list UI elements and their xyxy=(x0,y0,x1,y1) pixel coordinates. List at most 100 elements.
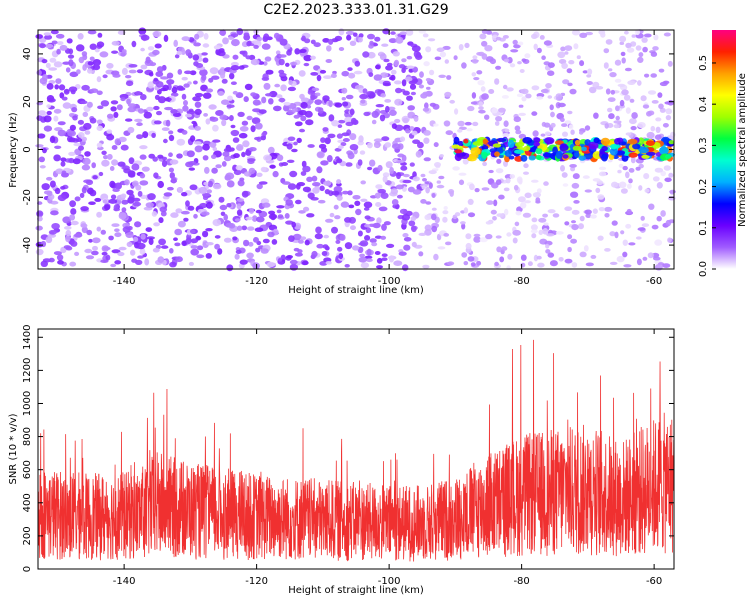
spectrogram-blob xyxy=(457,128,463,133)
spectrogram-blob xyxy=(99,51,109,58)
spectrogram-blob xyxy=(461,223,466,230)
spectrogram-blob xyxy=(442,45,451,50)
spectrogram-blob xyxy=(55,78,62,84)
spectrogram-blob xyxy=(625,223,632,229)
spectrogram-blob xyxy=(92,245,98,251)
spectrogram-blob xyxy=(528,155,536,161)
spectrogram-blob xyxy=(194,108,202,115)
spectrogram-blob xyxy=(585,213,592,218)
spectrogram-blob xyxy=(194,145,203,153)
spectrogram-blob xyxy=(358,256,367,263)
spectrogram-blob xyxy=(114,232,122,238)
spectrogram-blob xyxy=(413,50,420,58)
spectrogram-blob xyxy=(301,35,306,42)
y-tick-label: 1200 xyxy=(22,358,33,383)
spectrogram-blob xyxy=(202,192,211,197)
spectrogram-blob xyxy=(136,242,146,250)
spectrogram-blob xyxy=(571,220,576,224)
spectrogram-blob xyxy=(217,248,223,255)
spectrogram-blob xyxy=(443,206,448,210)
spectrogram-blob xyxy=(88,201,96,205)
spectrogram-blob xyxy=(161,245,169,249)
spectrogram-blob xyxy=(417,141,424,149)
spectrogram-blob xyxy=(97,32,103,38)
spectrogram-blob xyxy=(481,187,490,191)
spectrogram-blob xyxy=(443,233,450,237)
spectrogram-blob xyxy=(331,226,338,234)
spectrogram-blob xyxy=(662,123,669,128)
spectrogram-blob xyxy=(189,184,198,191)
spectrogram-blob xyxy=(291,221,297,228)
spectrogram-blob xyxy=(283,101,291,106)
spectrogram-blob xyxy=(664,177,672,183)
spectrogram-blob xyxy=(207,180,213,188)
spectrogram-blob xyxy=(301,260,309,266)
spectrogram-blob xyxy=(314,99,323,105)
spectrogram-blob xyxy=(111,50,119,54)
snr-frame xyxy=(37,328,675,570)
spectrogram-blob xyxy=(139,145,148,150)
spectrogram-blob xyxy=(545,243,550,249)
spectrogram-blob xyxy=(506,232,512,237)
spectrogram-blob xyxy=(42,148,47,154)
spectrogram-blob xyxy=(194,92,204,98)
spectrogram-blob xyxy=(498,107,506,113)
spectrogram-blob xyxy=(320,160,329,166)
spectrogram-blob xyxy=(60,186,66,190)
spectrogram-blob xyxy=(253,44,259,49)
snr-y-label: SNR (10 * v/v) xyxy=(8,413,19,484)
spectrogram-blob xyxy=(481,93,489,100)
spectrogram-blob xyxy=(288,235,295,243)
spectrogram-blob xyxy=(81,84,90,91)
y-tick-label: 400 xyxy=(22,493,33,512)
spectrogram-blob xyxy=(36,70,42,76)
spectrogram-blob xyxy=(342,190,349,195)
spectrogram-blob xyxy=(579,60,585,67)
spectrogram-blob xyxy=(604,123,609,129)
spectrogram-blob xyxy=(570,191,579,198)
spectrogram-blob xyxy=(605,88,611,95)
spectrogram-blob xyxy=(194,125,201,131)
spectrogram-blob xyxy=(61,170,67,176)
spectrogram-blob xyxy=(144,258,150,266)
spectrogram-blob xyxy=(295,199,302,205)
spectrogram-blob xyxy=(287,86,296,92)
spectrogram-blob xyxy=(638,146,650,154)
spectrogram-blob xyxy=(386,62,393,67)
spectrogram-blob xyxy=(366,248,372,256)
spectrogram-blob xyxy=(490,209,497,215)
spectrogram-blob xyxy=(190,238,199,244)
spectrogram-blob xyxy=(659,81,668,87)
spectrogram-blob xyxy=(311,87,320,92)
spectrogram-blob xyxy=(239,126,249,132)
spectrogram-blob xyxy=(667,100,675,106)
spectrogram-blob xyxy=(156,66,164,73)
spectrogram-blob xyxy=(140,34,150,41)
spectrogram-blob xyxy=(181,240,187,247)
spectrogram-blob xyxy=(524,192,532,199)
spectrogram-blob xyxy=(570,166,576,172)
spectrogram-blob xyxy=(641,223,650,228)
spectrogram-blob xyxy=(135,91,142,96)
spectrogram-blob xyxy=(169,159,179,165)
spectrogram-blob xyxy=(71,107,78,113)
spectrogram-blob xyxy=(363,207,370,211)
spectrogram-blob xyxy=(168,152,173,157)
spectrogram-blob xyxy=(202,43,210,48)
spectrogram-blob xyxy=(431,225,438,233)
spectrogram-blob xyxy=(495,168,504,174)
spectrogram-blob xyxy=(277,257,283,262)
spectrogram-y-label: Frequency (Hz) xyxy=(8,112,19,188)
spectrogram-blob xyxy=(587,68,593,76)
spectrogram-blob xyxy=(174,228,183,236)
spectrogram-blob xyxy=(336,179,342,185)
spectrogram-blob xyxy=(335,239,341,244)
spectrogram-blob xyxy=(618,181,627,189)
spectrogram-blob xyxy=(250,125,256,133)
spectrogram-blob xyxy=(341,132,350,137)
spectrogram-blob xyxy=(564,45,573,51)
spectrogram-blob xyxy=(402,179,412,184)
spectrogram-blob xyxy=(550,122,556,128)
spectrogram-blob xyxy=(359,240,369,247)
spectrogram-blob xyxy=(269,164,276,169)
